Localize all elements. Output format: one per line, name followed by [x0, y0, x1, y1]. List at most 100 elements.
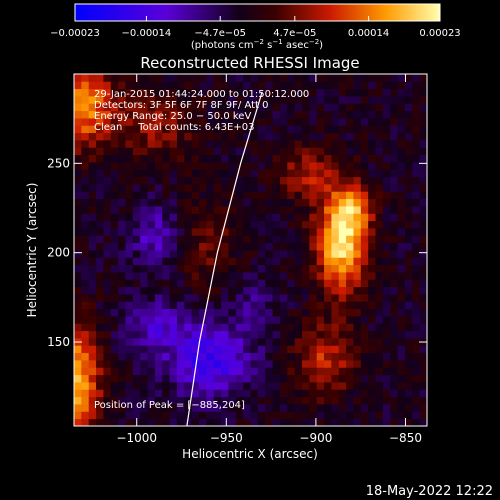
heatmap-cell: [213, 88, 222, 97]
heatmap-cell: [287, 382, 296, 390]
heatmap-cell: [250, 103, 259, 112]
heatmap-cell: [338, 264, 347, 273]
heatmap-cell: [316, 213, 325, 222]
colorbar-tick-label: −0.00023: [50, 28, 100, 39]
heatmap-cell: [140, 198, 148, 207]
heatmap-cell: [338, 198, 347, 207]
heatmap-cell: [154, 338, 163, 346]
heatmap-cell: [118, 323, 126, 332]
heatmap-cell: [81, 103, 90, 112]
heatmap-cell: [81, 235, 90, 244]
heatmap-cell: [221, 360, 229, 368]
heatmap-cell: [199, 264, 207, 273]
heatmap-cell: [250, 96, 259, 104]
heatmap-cell: [375, 103, 384, 112]
heatmap-cell: [125, 198, 134, 207]
heatmap-cell: [390, 264, 398, 273]
heatmap-cell: [346, 88, 354, 97]
heatmap-cell: [360, 286, 369, 295]
heatmap-cell: [110, 308, 119, 317]
heatmap-cell: [316, 132, 325, 141]
heatmap-cell: [74, 330, 82, 339]
heatmap-cell: [235, 411, 244, 420]
heatmap-cell: [309, 294, 318, 302]
heatmap-cell: [309, 169, 318, 178]
heatmap-cell: [169, 338, 178, 346]
heatmap-cell: [88, 140, 97, 148]
heatmap-cell: [301, 389, 310, 398]
heatmap-cell: [243, 316, 251, 324]
heatmap-cell: [154, 198, 163, 207]
heatmap-cell: [176, 404, 185, 412]
heatmap-cell: [169, 74, 178, 82]
heatmap-cell: [338, 140, 347, 148]
heatmap-cell: [228, 396, 237, 405]
heatmap-cell: [154, 404, 163, 412]
heatmap-cell: [316, 206, 325, 214]
heatmap-cell: [294, 382, 303, 390]
heatmap-cell: [419, 360, 427, 368]
heatmap-cell: [346, 198, 354, 207]
heatmap-cell: [375, 147, 384, 156]
heatmap-cell: [309, 418, 318, 426]
annotation-time-range: 29-Jan-2015 01:44:24.000 to 01:50:12.000: [94, 89, 309, 100]
heatmap-cell: [309, 235, 318, 244]
heatmap-cell: [397, 264, 406, 273]
heatmap-cell: [331, 330, 340, 339]
heatmap-cell: [250, 279, 259, 288]
heatmap-cell: [206, 396, 215, 405]
heatmap-cell: [250, 316, 259, 324]
heatmap-cell: [382, 411, 391, 420]
heatmap-cell: [96, 352, 104, 361]
heatmap-cell: [132, 235, 141, 244]
heatmap-cell: [110, 374, 119, 383]
heatmap-cell: [88, 103, 97, 112]
heatmap-cell: [81, 162, 90, 170]
heatmap-cell: [294, 162, 303, 170]
heatmap-cell: [88, 301, 97, 310]
heatmap-cell: [154, 279, 163, 288]
heatmap-cell: [272, 118, 281, 126]
heatmap-cell: [243, 103, 251, 112]
heatmap-cell: [316, 184, 325, 192]
heatmap-cell: [338, 74, 347, 82]
heatmap-cell: [353, 389, 362, 398]
heatmap-cell: [390, 360, 398, 368]
heatmap-cell: [110, 316, 119, 324]
heatmap-cell: [103, 213, 112, 222]
heatmap-cell: [147, 191, 156, 200]
heatmap-cell: [243, 404, 251, 412]
heatmap-cell: [118, 352, 126, 361]
heatmap-cell: [346, 279, 354, 288]
heatmap-cell: [272, 382, 281, 390]
heatmap-cell: [368, 88, 376, 97]
heatmap-cell: [287, 294, 296, 302]
heatmap-cell: [206, 242, 215, 251]
heatmap-cell: [199, 118, 207, 126]
heatmap-cell: [199, 418, 207, 426]
heatmap-cell: [390, 389, 398, 398]
heatmap-cell: [243, 213, 251, 222]
heatmap-cell: [154, 360, 163, 368]
heatmap-cell: [353, 191, 362, 200]
heatmap-cell: [412, 323, 421, 332]
heatmap-cell: [324, 220, 332, 229]
heatmap-cell: [81, 132, 90, 141]
heatmap-cell: [382, 125, 391, 134]
heatmap-cell: [397, 191, 406, 200]
heatmap-cell: [110, 294, 119, 302]
heatmap-cell: [199, 404, 207, 412]
heatmap-cell: [125, 411, 134, 420]
heatmap-cell: [287, 352, 296, 361]
heatmap-cell: [265, 389, 273, 398]
heatmap-cell: [346, 96, 354, 104]
heatmap-cell: [140, 360, 148, 368]
heatmap-cell: [169, 286, 178, 295]
heatmap-cell: [265, 74, 273, 82]
heatmap-cell: [382, 257, 391, 266]
heatmap-cell: [390, 235, 398, 244]
heatmap-cell: [368, 418, 376, 426]
heatmap-cell: [287, 176, 296, 185]
heatmap-cell: [257, 147, 266, 156]
heatmap-cell: [382, 162, 391, 170]
